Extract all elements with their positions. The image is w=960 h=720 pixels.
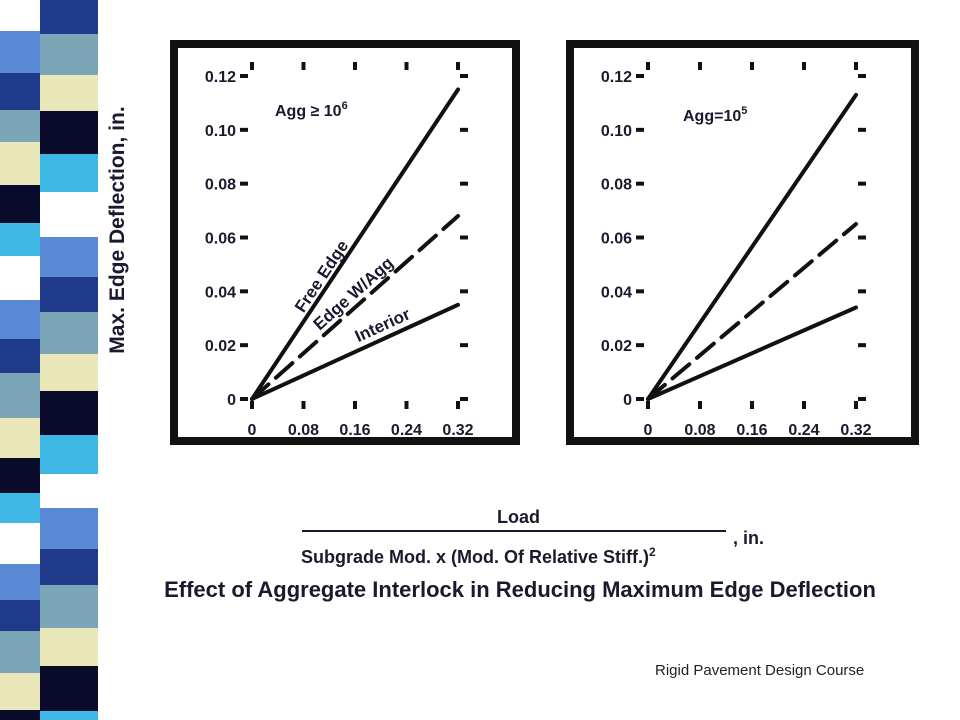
y-tick-label: 0.08	[205, 177, 236, 194]
chart-frame	[566, 40, 919, 445]
y-tick-label: 0.06	[205, 231, 236, 248]
chart-frame	[170, 40, 520, 445]
x-tick-label: 0.08	[684, 422, 715, 439]
series-line-1	[250, 87, 460, 401]
series-line-2	[646, 222, 858, 401]
x-tick-label: 0.24	[788, 422, 819, 439]
y-tick-label: 0.08	[601, 177, 632, 194]
x-tick-label: 0	[644, 422, 653, 439]
x-tick-label: 0.24	[391, 422, 422, 439]
x-tick-label: 0.08	[288, 422, 319, 439]
x-axis-fraction-bar	[302, 530, 726, 532]
y-tick-label: 0.12	[601, 69, 632, 86]
x-axis-numerator: Load	[497, 507, 540, 527]
series-line-1	[646, 92, 858, 401]
x-tick-label: 0.32	[840, 422, 871, 439]
x-tick-label: 0.16	[736, 422, 767, 439]
annotation-label: Agg=105	[683, 105, 747, 125]
figure-caption: Effect of Aggregate Interlock in Reducin…	[164, 577, 876, 602]
x-tick-label: 0.16	[339, 422, 370, 439]
decorative-stripe	[0, 0, 110, 720]
y-tick-label: 0.12	[205, 69, 236, 86]
series-line-3	[646, 305, 858, 401]
series-line-2	[250, 213, 460, 401]
annotation-label: Agg ≥ 106	[275, 100, 348, 120]
chart-agg-low: 0 0.02 0.04 0.06 0.08 0.10 0.12 0 0.08 0.16 0.24 0.…	[566, 40, 919, 445]
y-tick-label: 0	[227, 392, 236, 409]
y-tick-label: 0.06	[601, 231, 632, 248]
y-tick-label: 0.02	[601, 338, 632, 355]
y-tick-label: 0	[623, 392, 632, 409]
x-tick-label: 0	[248, 422, 257, 439]
y-tick-label: 0.10	[601, 123, 632, 140]
chart-agg-high: 0 0.02 0.04 0.06 0.08 0.10 0.12 0 0.08 0.16 0.24 0.…	[170, 40, 520, 445]
y-tick-label: 0.04	[601, 284, 632, 301]
x-tick-label: 0.32	[442, 422, 473, 439]
x-axis-unit: , in.	[733, 528, 764, 548]
course-footer: Rigid Pavement Design Course	[655, 662, 865, 679]
y-tick-label: 0.04	[205, 284, 236, 301]
series-line-3	[250, 302, 460, 401]
y-tick-label: 0.02	[205, 338, 236, 355]
y-tick-label: 0.10	[205, 123, 236, 140]
x-axis-denominator: Subgrade Mod. x (Mod. Of Relative Stiff.…	[301, 545, 656, 567]
